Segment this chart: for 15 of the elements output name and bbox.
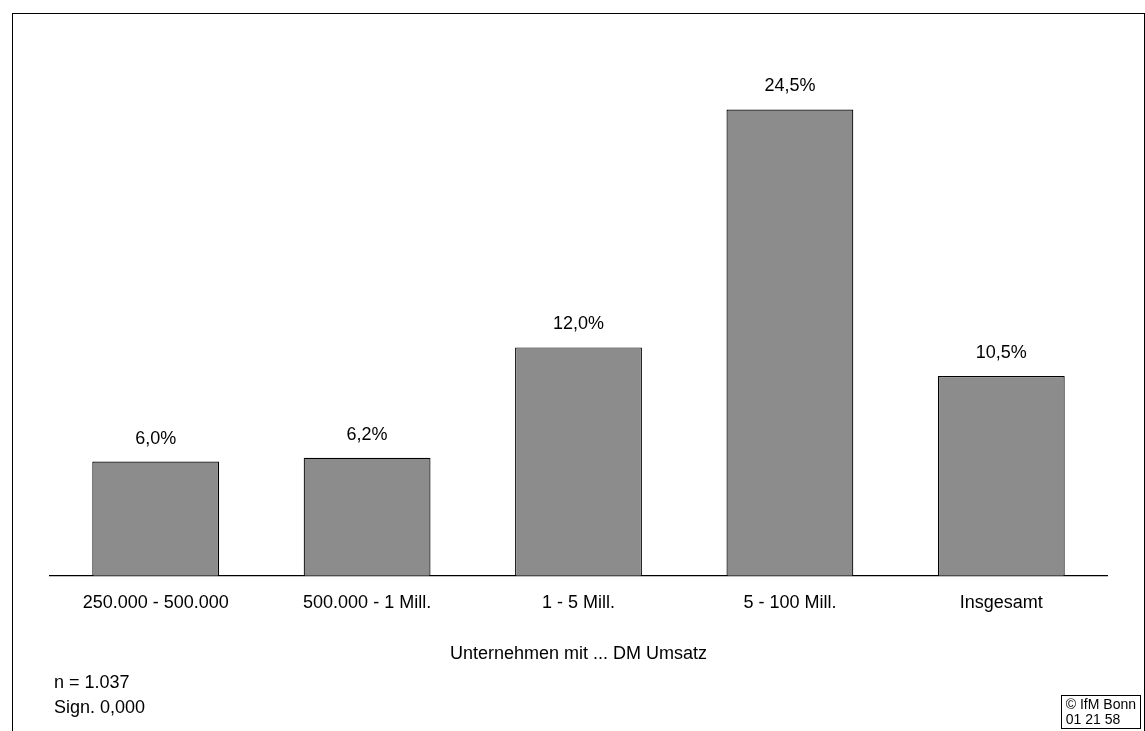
text: © IfM Bonn [1065,696,1136,712]
x-tick-label: Insgesamt [959,591,1043,612]
x-tick-label: 500.000 - 1 Mill. [303,591,432,612]
x-tick-label: 250.000 - 500.000 [82,591,229,612]
data-label: 10,5% [975,341,1027,362]
x-tick-label: 1 - 5 Mill. [541,591,616,612]
x-axis-title: Unternehmen mit ... DM Umsatz [449,643,708,664]
data-label: 24,5% [764,75,816,96]
text: n = 1.037 [54,672,130,693]
x-tick-label: 5 - 100 Mill. [743,591,837,612]
data-label: 12,0% [552,313,605,334]
data-label: 6,2% [346,423,388,444]
data-label: 6,0% [135,427,177,448]
text: 01 21 58 [1065,711,1122,727]
text: Sign. 0,000 [54,697,146,718]
